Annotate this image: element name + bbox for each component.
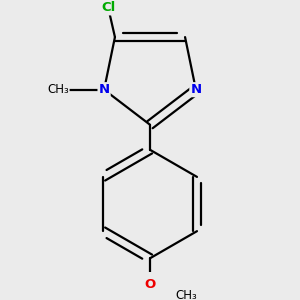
Text: CH₃: CH₃ [47, 83, 69, 96]
Text: N: N [98, 83, 110, 96]
Text: O: O [144, 278, 156, 292]
Text: Cl: Cl [101, 2, 116, 14]
Text: CH₃: CH₃ [175, 289, 197, 300]
Text: N: N [190, 83, 202, 96]
